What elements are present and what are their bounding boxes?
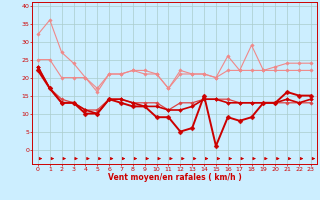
X-axis label: Vent moyen/en rafales ( km/h ): Vent moyen/en rafales ( km/h ) (108, 173, 241, 182)
